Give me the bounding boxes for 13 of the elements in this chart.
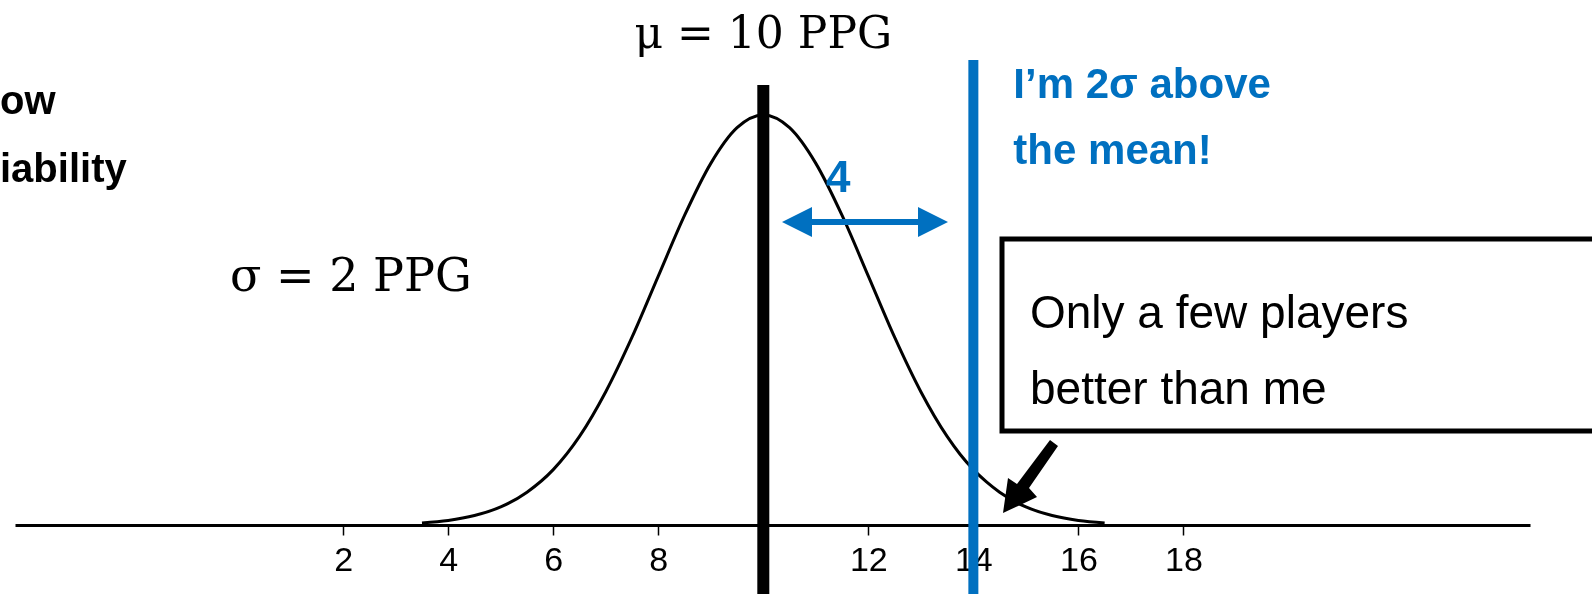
- annotation: ow iability: [0, 77, 127, 192]
- annotation: σ = 2 PPG: [230, 248, 472, 302]
- x-tick-label: 8: [649, 539, 669, 578]
- x-tick-label: 18: [1165, 539, 1203, 578]
- x-tick-label: 4: [439, 539, 459, 578]
- ref-line-label: I’m 2σ above the mean!: [1013, 60, 1271, 173]
- x-tick-label: 2: [334, 539, 354, 578]
- x-tick-label: 6: [544, 539, 564, 578]
- x-tick-label: 16: [1059, 539, 1098, 578]
- annotation: Only a few players better than me: [1030, 285, 1409, 416]
- annotation: 4: [826, 152, 851, 202]
- ref-line-label: μ = 10 PPG: [634, 7, 893, 58]
- x-tick-label: 12: [849, 539, 888, 578]
